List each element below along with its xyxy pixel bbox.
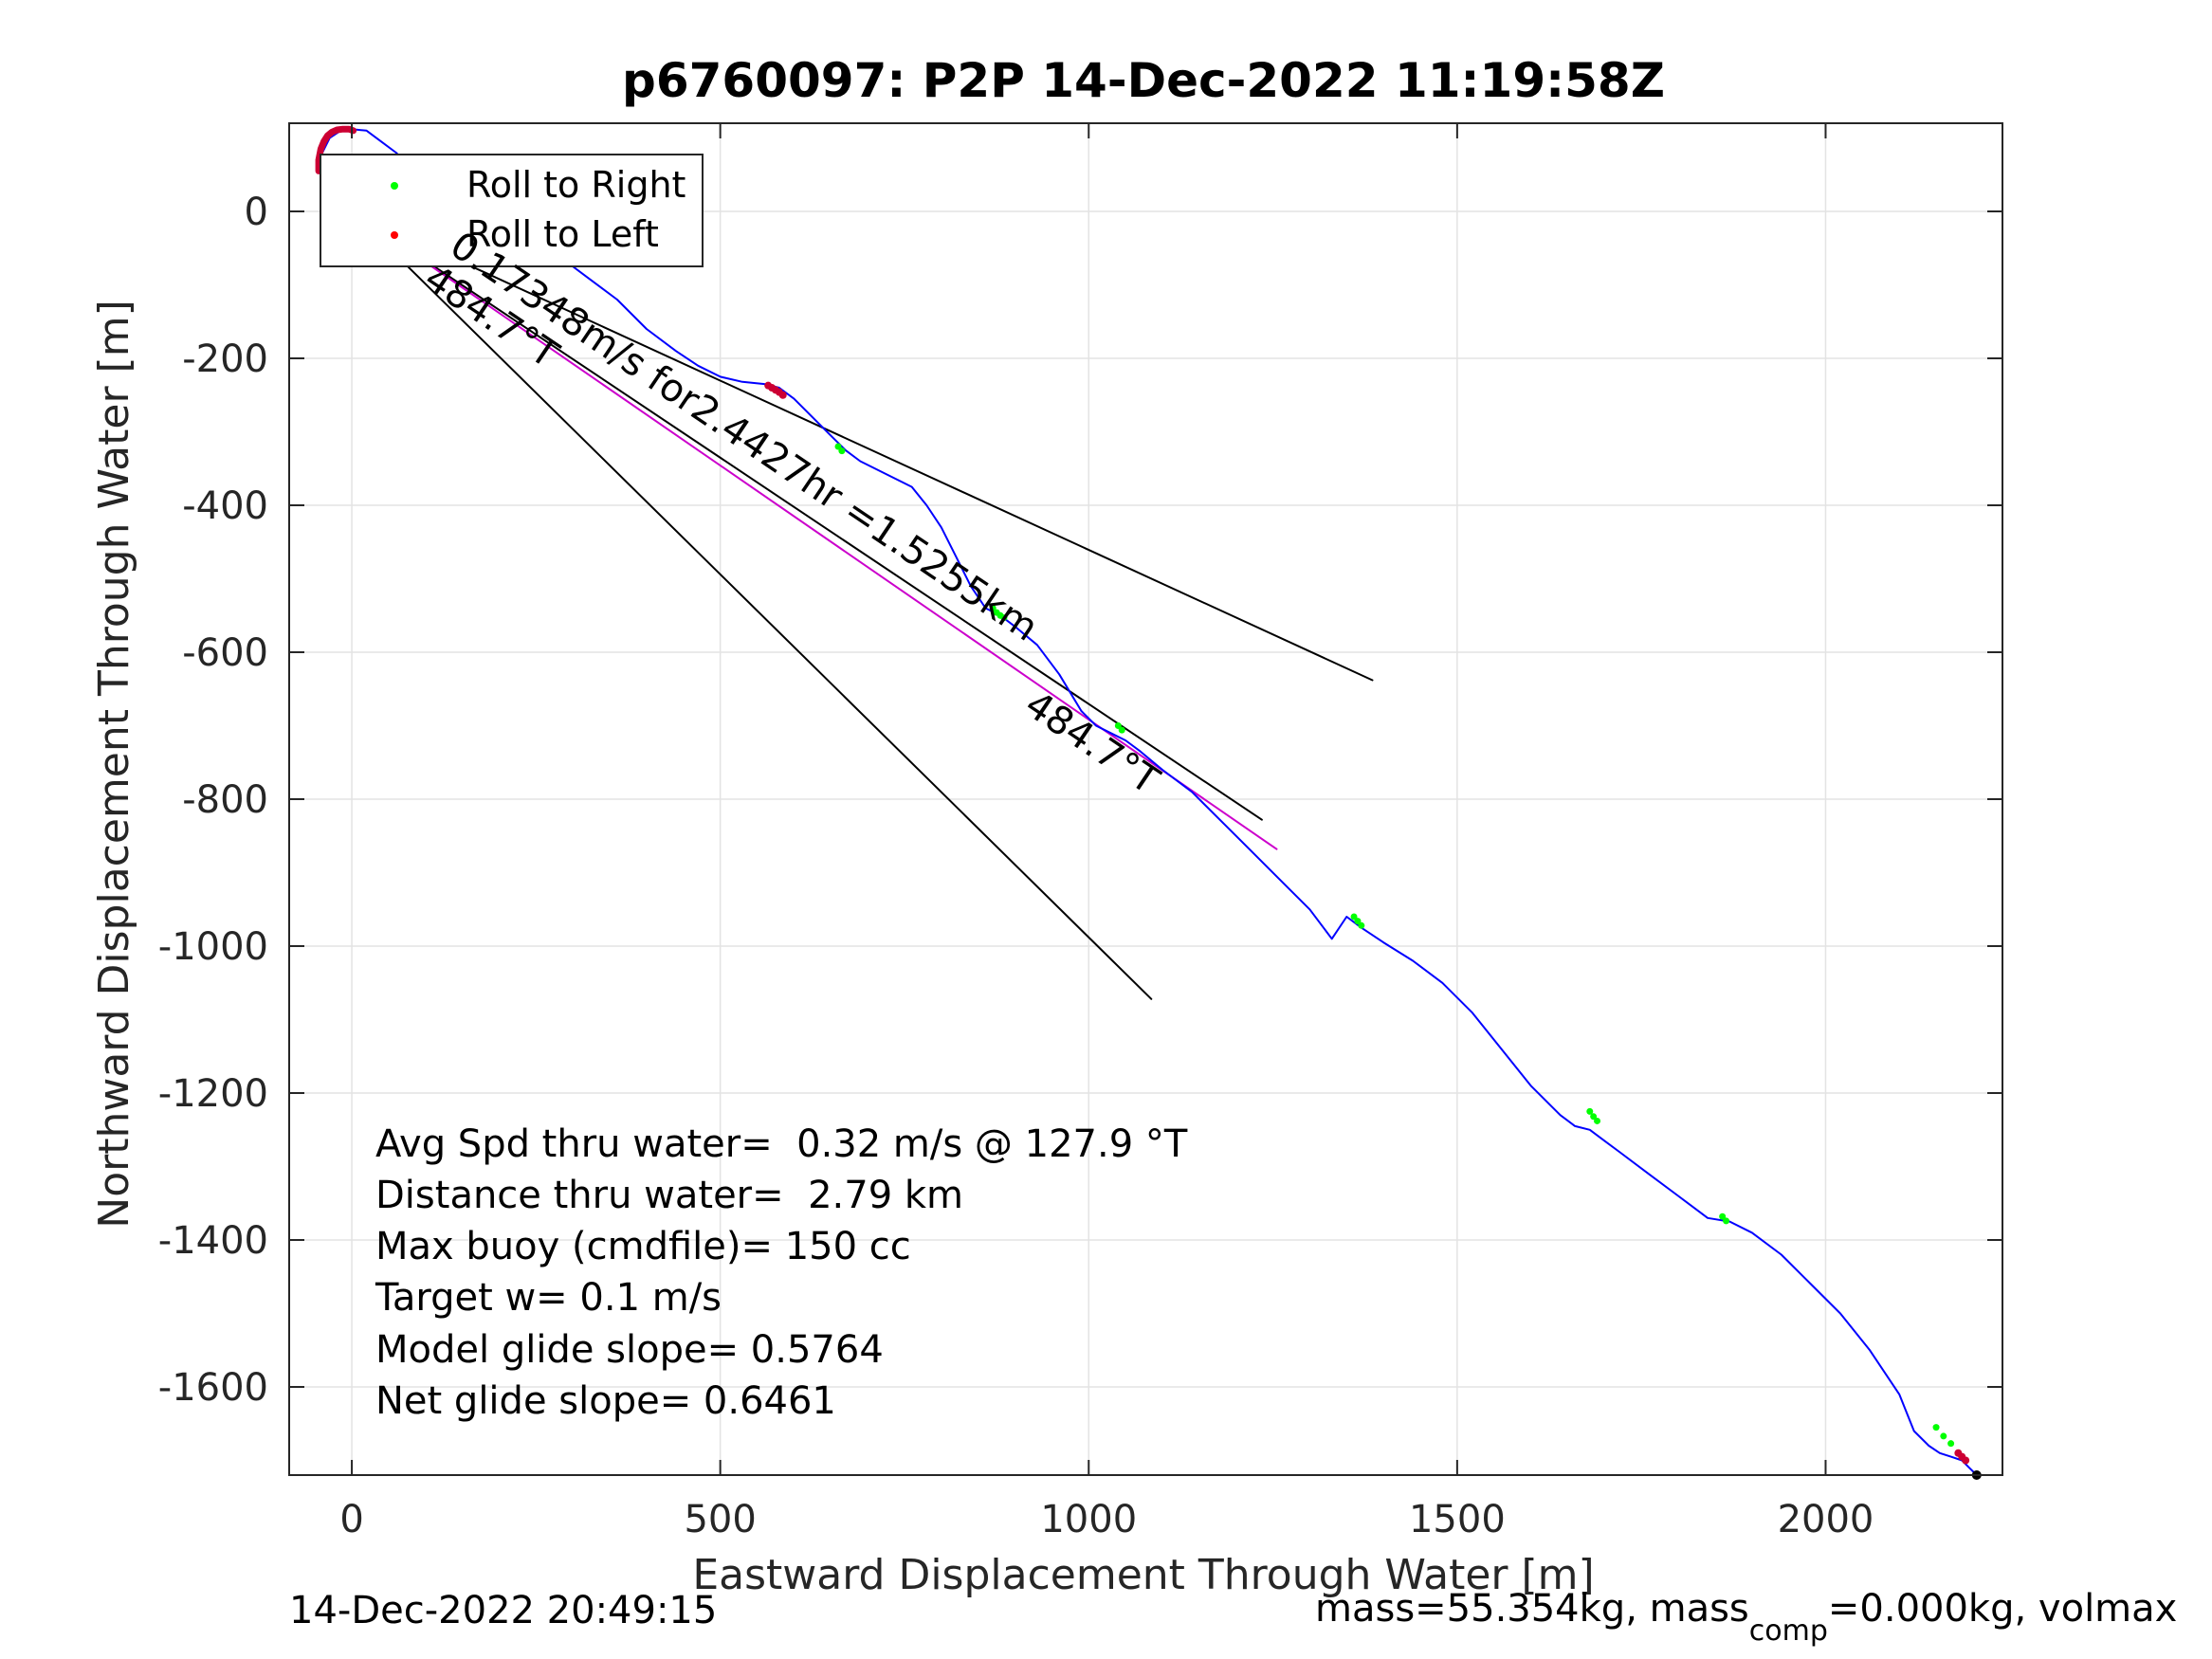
stats-block: Avg Spd thru water= 0.32 m/s @ 127.9 °T … <box>375 1122 1188 1423</box>
legend-box <box>320 154 704 267</box>
roll-right-point <box>834 443 842 450</box>
x-axis-label: Eastward Displacement Through Water [m] <box>692 1551 1594 1599</box>
legend-label-roll-right: Roll to Right <box>466 164 686 206</box>
roll-right-point <box>1118 726 1125 734</box>
x-tick-label: 2000 <box>1778 1498 1874 1541</box>
y-tick-label: -400 <box>182 484 268 528</box>
footer-mass-info: mass=55.354kg, masscomp=0.000kg, volmax <box>1315 1587 2177 1648</box>
net-track-line <box>351 210 1278 850</box>
roll-left-point <box>778 391 787 399</box>
y-tick-label: -600 <box>182 631 268 675</box>
y-tick-label: -800 <box>182 778 268 822</box>
roll-right-point <box>1594 1117 1601 1124</box>
roll-right-point <box>1940 1432 1947 1440</box>
roll-right-point <box>1114 722 1122 729</box>
roll-right-point <box>1350 913 1358 921</box>
heading-reference-line <box>351 210 1263 821</box>
stat-net-glide-slope: Net glide slope= 0.6461 <box>375 1379 836 1423</box>
footer-mass-part1: mass=55.354kg, mass <box>1315 1587 1749 1631</box>
y-tick-label: -1600 <box>158 1366 268 1410</box>
x-tick-label: 1500 <box>1409 1498 1506 1541</box>
y-tick-label: -200 <box>182 337 268 381</box>
roll-right-point <box>1947 1440 1955 1448</box>
y-tick-label: -1400 <box>158 1219 268 1263</box>
roll-right-point <box>989 605 996 611</box>
roll-right-point <box>838 447 846 455</box>
roll-right-point <box>1000 614 1008 622</box>
heading-reference-line <box>351 210 1153 1000</box>
stat-model-glide-slope: Model glide slope= 0.5764 <box>375 1328 884 1372</box>
x-tick-label: 0 <box>339 1498 363 1541</box>
legend-marker-roll-left <box>391 231 398 239</box>
roll-right-point <box>1586 1107 1594 1115</box>
stat-avg-speed: Avg Spd thru water= 0.32 m/s @ 127.9 °T <box>375 1122 1188 1166</box>
roll-right-point <box>1590 1113 1598 1121</box>
legend-label-roll-left: Roll to Left <box>466 213 659 255</box>
legend: Roll to Right Roll to Left <box>320 154 704 267</box>
roll-right-point <box>1719 1212 1727 1220</box>
footer-timestamp: 14-Dec-2022 20:49:15 <box>289 1589 717 1632</box>
stat-distance: Distance thru water= 2.79 km <box>375 1174 963 1217</box>
footer-mass-part2: =0.000kg, volmax <box>1828 1587 2177 1631</box>
stat-max-buoy: Max buoy (cmdfile)= 150 cc <box>375 1225 911 1268</box>
grid <box>289 123 2002 1475</box>
roll-right-point <box>1723 1217 1730 1225</box>
heading-reference-line <box>351 210 1374 682</box>
legend-marker-roll-right <box>391 182 398 190</box>
x-tick-label: 1000 <box>1040 1498 1137 1541</box>
y-axis-label: Northward Displacement Through Water [m] <box>90 300 138 1228</box>
stat-target-w: Target w= 0.1 m/s <box>375 1276 722 1320</box>
roll-right-point <box>1932 1424 1940 1431</box>
ticks: 0 500 1000 1500 2000 0 -200 -400 -600 -800 -1000 -1… <box>158 123 2002 1541</box>
roll-right-point <box>1354 918 1362 925</box>
y-tick-label: 0 <box>245 191 268 234</box>
y-tick-label: -1200 <box>158 1072 268 1116</box>
x-tick-label: 500 <box>684 1498 756 1541</box>
roll-left-point <box>1962 1456 1970 1465</box>
footer-mass-subscript: comp <box>1749 1614 1828 1648</box>
y-tick-label: -1000 <box>158 925 268 969</box>
roll-right-point <box>1358 921 1365 929</box>
chart-title: p6760097: P2P 14-Dec-2022 11:19:58Z <box>622 53 1665 108</box>
